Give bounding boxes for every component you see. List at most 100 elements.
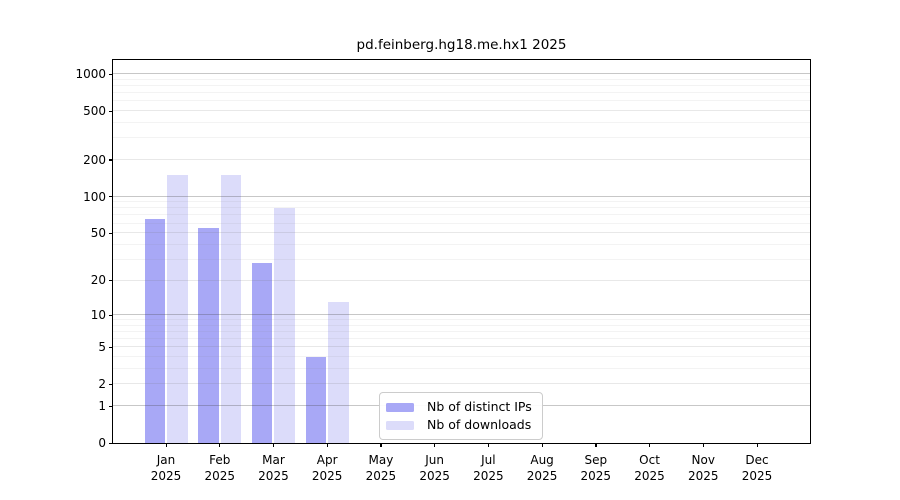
y-tick-mark [109,196,113,198]
bar-distinct-ips-jan [144,218,165,443]
month-label: Mar [262,453,285,467]
gridline-minor [113,243,810,245]
x-tick-mark [541,443,543,447]
x-tick-mark [165,443,167,447]
gridline-minor [113,356,810,358]
y-tick-mark [109,232,113,234]
y-tick-mark [109,383,113,386]
y-tick-mark [109,442,113,444]
gridline [113,346,810,348]
y-tick-label: 5 [98,340,106,355]
x-tick-mark [595,443,597,447]
gridline-minor [113,368,810,370]
gridline-minor [113,258,810,260]
gridline [113,73,810,75]
month-label: Feb [209,453,231,467]
y-tick-mark [109,314,113,316]
x-tick-mark [272,443,275,447]
x-tick-label-jun: Jun 2025 [403,452,467,484]
gridline-minor [113,92,810,94]
y-tick-label: 1000 [75,67,106,82]
x-tick-mark [219,443,221,447]
month-label: Apr [316,453,338,467]
gridline-minor [113,85,810,87]
month-label: Aug [530,453,554,467]
x-tick-label-jul: Jul 2025 [456,452,520,484]
year-label: 2025 [150,469,182,483]
legend-swatch-distinct-ips [386,402,414,412]
y-tick-label: 1 [98,399,106,413]
gridline [113,195,810,197]
y-tick-mark [109,110,113,112]
x-tick-mark [649,443,651,447]
year-label: 2025 [634,469,665,483]
gridline-minor [113,214,810,216]
x-tick-label-dec: Dec 2025 [725,452,789,484]
y-tick-label: 100 [83,189,106,204]
year-label: 2025 [526,469,558,483]
bar-downloads-apr [328,302,349,443]
legend-label-distinct-ips: Nb of distinct IPs [427,399,532,414]
y-tick-mark [109,73,113,75]
gridline-minor [113,122,810,124]
plot-area [112,59,811,444]
bar-downloads-mar [274,208,295,443]
gridline [113,110,810,112]
gridline-minor [113,338,810,340]
y-axis: 0 1 2 5 10 20 50 100 200 500 1000 [0,60,106,450]
month-label: Dec [745,453,769,467]
x-tick-mark [380,443,382,447]
x-tick-label-jan: Jan 2025 [134,452,198,484]
bar-distinct-ips-feb [198,228,219,443]
x-tick-mark [487,443,490,447]
gridline [113,232,810,234]
y-tick-label: 0 [98,436,106,450]
y-tick-mark [109,405,113,407]
chart-title: pd.feinberg.hg18.me.hx1 2025 [356,37,567,53]
y-tick-label: 20 [90,273,106,288]
year-label: 2025 [741,469,773,483]
gridline-minor [113,324,810,326]
month-label: Jun [425,453,444,467]
month-label: Jan [156,453,176,467]
gridline-minor [113,201,810,203]
year-label: 2025 [419,469,450,483]
legend-item-distinct-ips: Nb of distinct IPs [386,398,532,416]
month-label: Jul [481,453,496,467]
x-tick-label-may: May 2025 [349,452,413,484]
y-tick-label: 2 [98,377,106,392]
x-tick-mark [756,443,758,447]
bar-downloads-jan [167,175,188,443]
bar-distinct-ips-mar [251,263,273,443]
gridline [113,383,810,385]
month-label: Sep [584,453,608,467]
y-tick-label: 500 [83,104,106,119]
x-tick-mark [702,443,704,447]
gridline-minor [113,78,810,80]
x-tick-label-aug: Aug 2025 [510,452,574,484]
month-label: Oct [639,453,660,467]
year-label: 2025 [473,469,504,483]
y-tick-mark [109,159,113,161]
y-tick-mark [109,279,113,282]
year-label: 2025 [311,469,343,483]
x-tick-label-oct: Oct 2025 [618,452,682,484]
gridline [113,279,810,281]
legend: Nb of distinct IPs Nb of downloads [379,392,543,440]
year-label: 2025 [580,469,612,483]
month-label: Nov [691,453,715,467]
bar-distinct-ips-apr [305,357,327,443]
bar-downloads-feb [220,175,242,443]
y-tick-mark [109,346,113,349]
x-tick-label-apr: Apr 2025 [295,452,359,484]
gridline-minor [113,207,810,209]
x-tick-label-nov: Nov 2025 [671,452,735,484]
gridline-minor [113,331,810,333]
month-label: May [368,453,394,467]
legend-item-downloads: Nb of downloads [386,416,532,434]
year-label: 2025 [687,469,719,483]
x-tick-label-sep: Sep 2025 [564,452,628,484]
legend-label-downloads: Nb of downloads [427,417,532,432]
x-tick-mark [326,443,328,447]
